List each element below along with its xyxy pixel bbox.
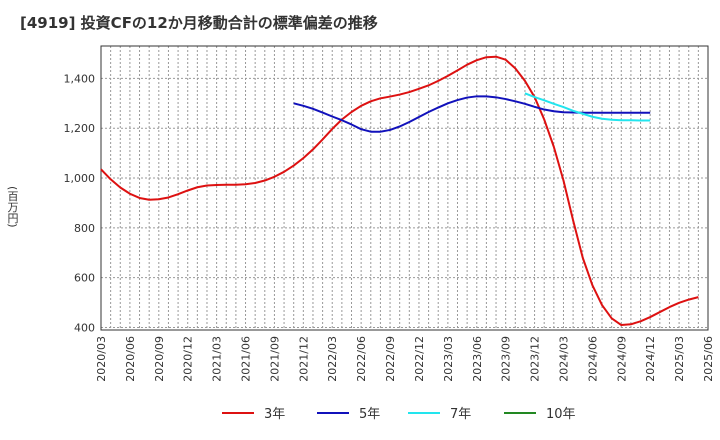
series-line	[100, 55, 699, 327]
legend-label: 5年	[359, 407, 380, 422]
y-tick-label: 800	[74, 222, 95, 235]
x-tick-label: 2020/09	[153, 336, 166, 382]
y-tick-label: 1,400	[64, 72, 96, 85]
y-tick-label: 400	[74, 322, 95, 335]
x-tick-label: 2023/09	[500, 336, 513, 382]
x-tick-label: 2021/09	[268, 336, 281, 382]
x-tick-label: 2022/09	[384, 336, 397, 382]
x-tick-label: 2024/06	[586, 336, 599, 382]
x-tick-label: 2025/06	[702, 336, 715, 382]
legend-label: 3年	[264, 407, 285, 422]
y-tick-label: 600	[74, 272, 95, 285]
legend-label: 10年	[546, 407, 576, 422]
series-line	[293, 95, 651, 133]
series-lines	[100, 55, 699, 327]
x-tick-label: 2023/12	[529, 336, 542, 382]
x-tick-label: 2023/06	[471, 336, 484, 382]
y-tick-label: 1,200	[64, 122, 96, 135]
x-tick-label: 2020/12	[182, 336, 195, 382]
x-tick-label: 2024/09	[615, 336, 628, 382]
y-tick-label: 1,000	[64, 172, 96, 185]
grid-lines	[100, 46, 709, 330]
y-axis-label: (百万円)	[6, 186, 19, 228]
x-tick-label: 2021/12	[297, 336, 310, 382]
x-tick-label: 2020/03	[95, 336, 108, 382]
x-axis-ticks: 2020/03 2020/06 2020/09 2020/12 2021/03 2021/…	[95, 336, 715, 382]
x-tick-label: 2024/12	[644, 336, 657, 382]
x-tick-label: 2020/06	[124, 336, 137, 382]
series-line	[524, 92, 651, 122]
chart-title: [4919] 投資CFの12か月移動合計の標準偏差の推移	[20, 14, 378, 32]
plot-area-border	[100, 45, 709, 331]
x-tick-label: 2025/03	[673, 336, 686, 382]
legend: 3年 5年 7年 10年	[222, 407, 576, 422]
x-tick-label: 2021/06	[240, 336, 253, 382]
x-tick-label: 2024/03	[557, 336, 570, 382]
x-tick-label: 2022/03	[326, 336, 339, 382]
y-axis-ticks: 400 600 800 1,000 1,200 1,400	[64, 72, 96, 334]
x-tick-label: 2022/12	[413, 336, 426, 382]
x-tick-label: 2022/06	[355, 336, 368, 382]
legend-label: 7年	[450, 407, 471, 422]
x-tick-label: 2023/03	[442, 336, 455, 382]
x-tick-label: 2021/03	[211, 336, 224, 382]
